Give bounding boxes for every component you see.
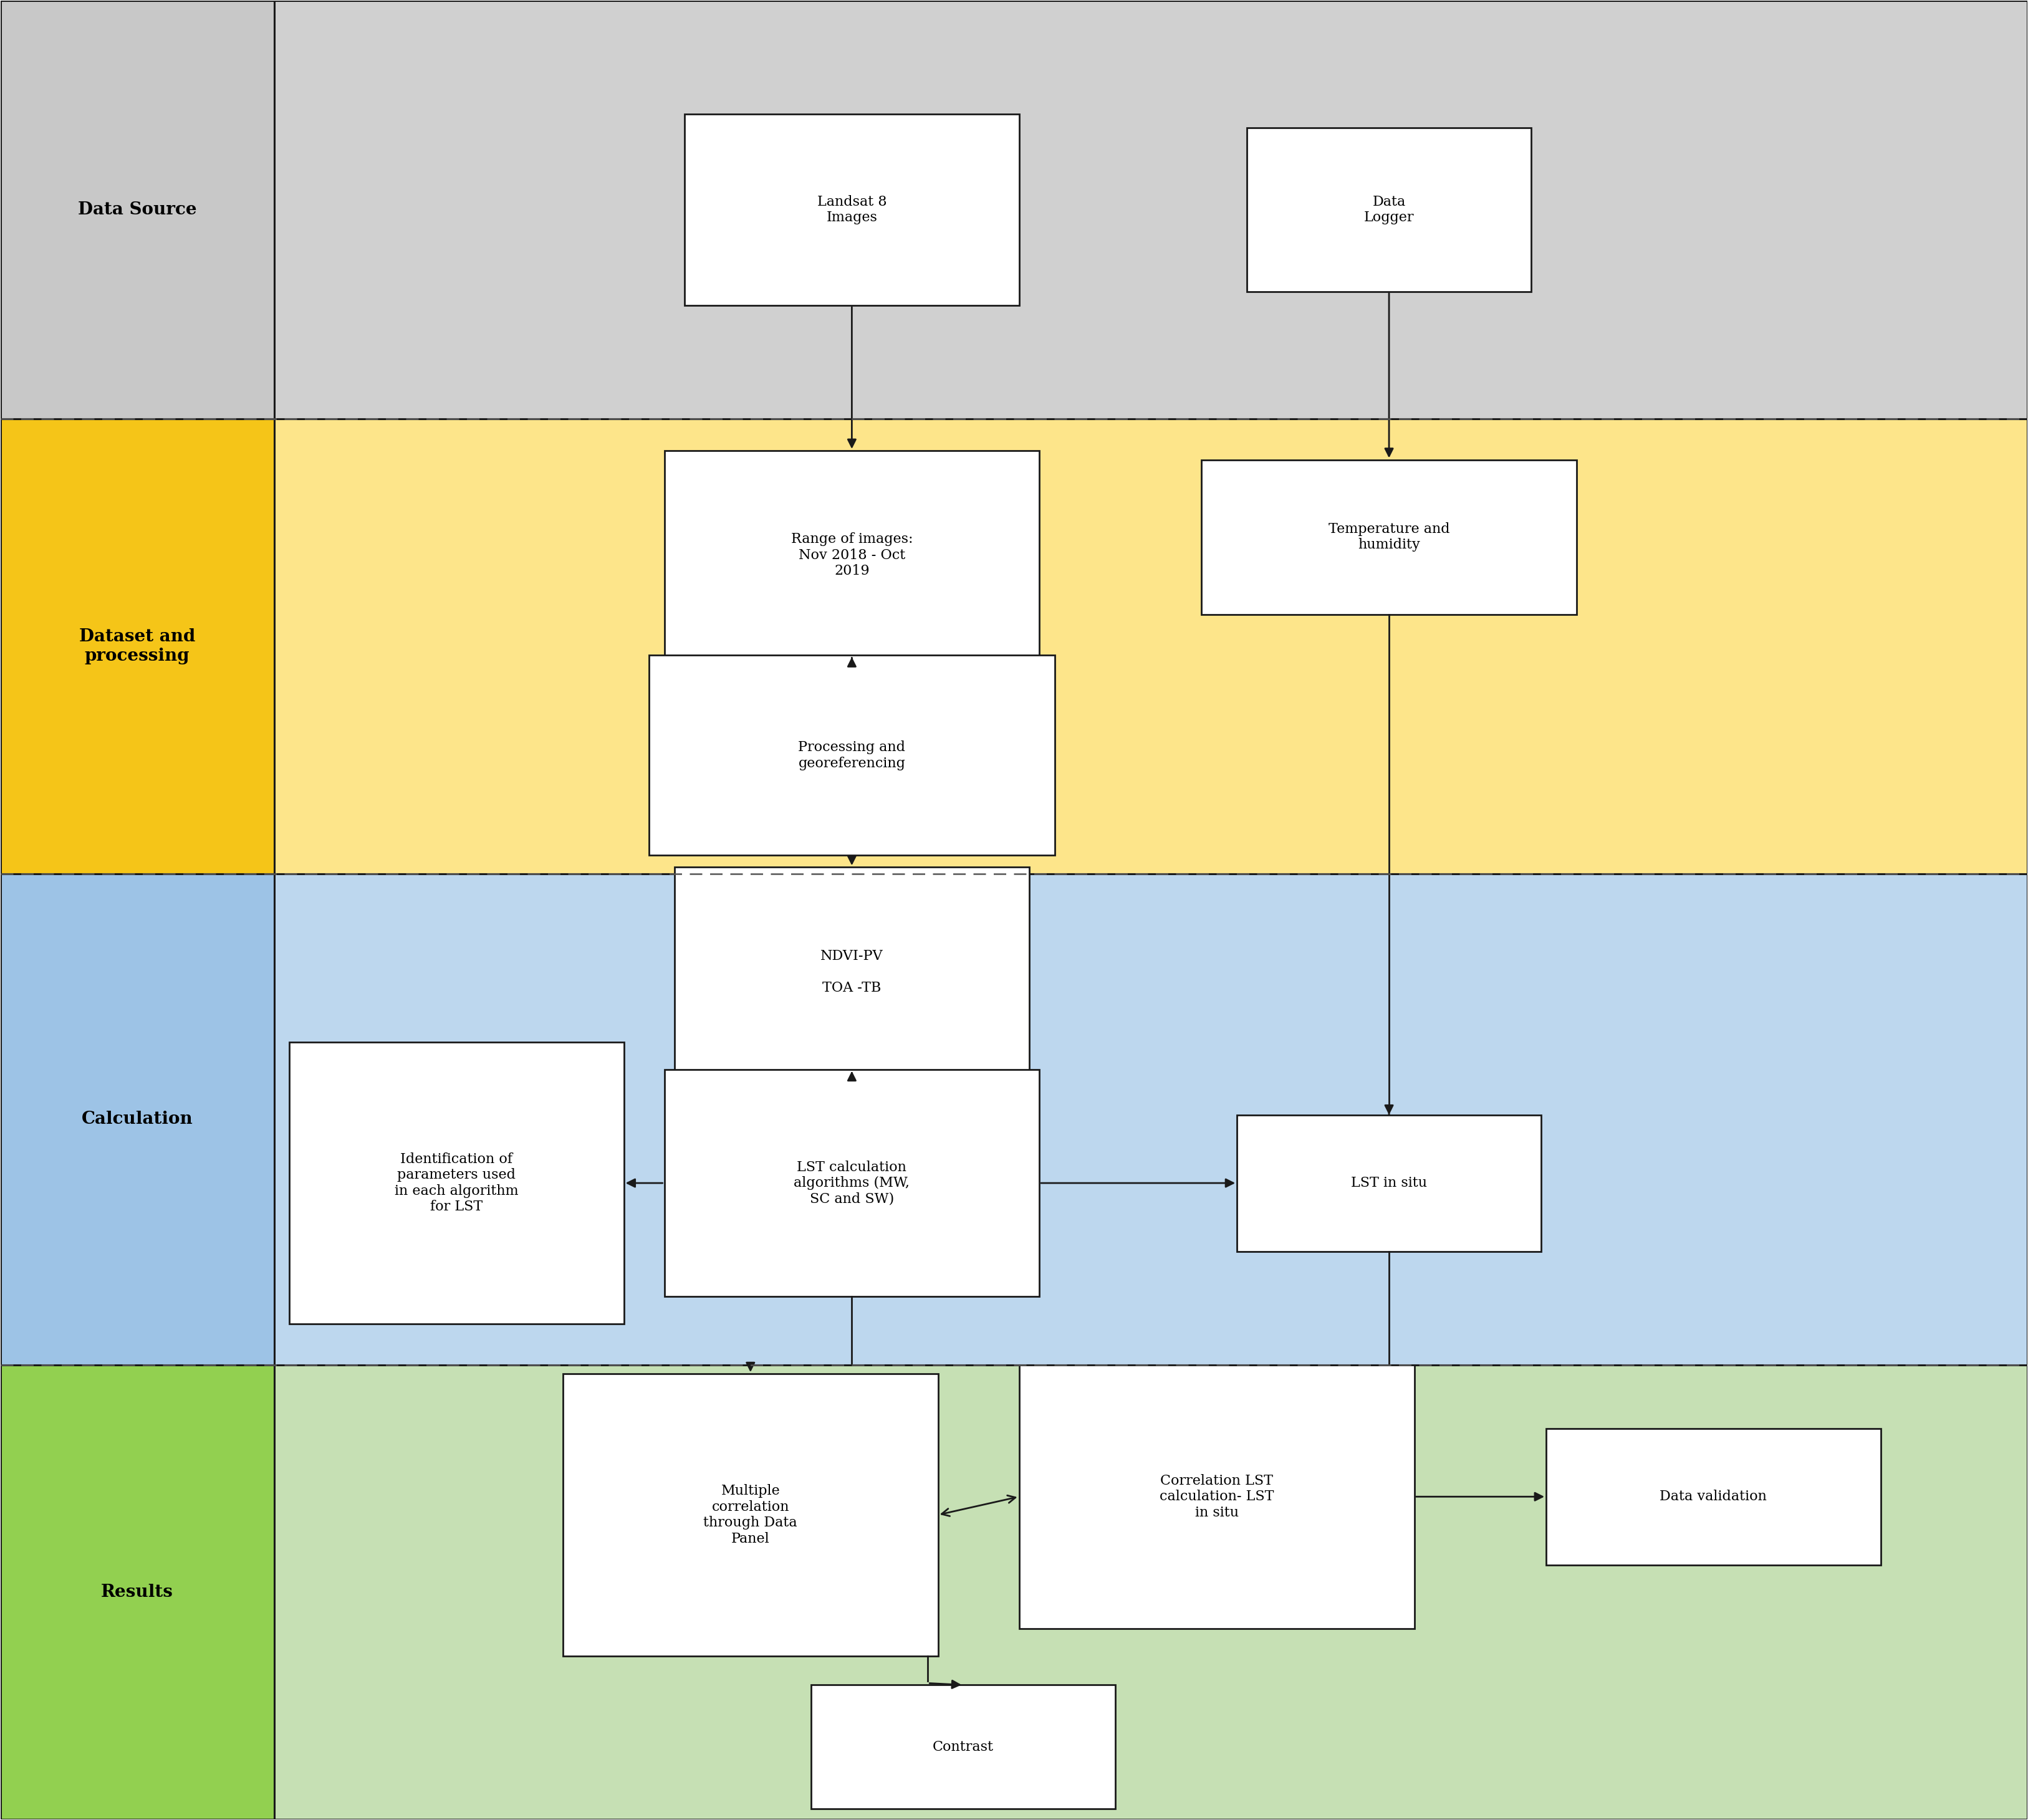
FancyBboxPatch shape: [564, 1374, 939, 1656]
FancyBboxPatch shape: [665, 451, 1038, 661]
FancyBboxPatch shape: [811, 1685, 1115, 1809]
FancyBboxPatch shape: [685, 115, 1018, 306]
Text: Data
Logger: Data Logger: [1365, 195, 1414, 224]
FancyBboxPatch shape: [675, 868, 1028, 1076]
FancyBboxPatch shape: [649, 655, 1055, 855]
FancyBboxPatch shape: [0, 1365, 274, 1820]
FancyBboxPatch shape: [1247, 127, 1531, 291]
FancyBboxPatch shape: [665, 1070, 1038, 1296]
FancyBboxPatch shape: [290, 1043, 625, 1323]
FancyBboxPatch shape: [274, 874, 2028, 1365]
FancyBboxPatch shape: [274, 1365, 2028, 1820]
Text: Processing and
georeferencing: Processing and georeferencing: [799, 741, 904, 770]
Text: Range of images:
Nov 2018 - Oct
2019: Range of images: Nov 2018 - Oct 2019: [791, 533, 913, 579]
FancyBboxPatch shape: [0, 0, 274, 419]
FancyBboxPatch shape: [0, 419, 274, 874]
FancyBboxPatch shape: [274, 0, 2028, 419]
FancyBboxPatch shape: [1237, 1116, 1541, 1252]
FancyBboxPatch shape: [1201, 460, 1576, 615]
FancyBboxPatch shape: [1545, 1429, 1880, 1565]
Text: Calculation: Calculation: [81, 1110, 193, 1128]
Text: Data Source: Data Source: [77, 202, 197, 218]
Text: Data validation: Data validation: [1659, 1491, 1766, 1503]
Text: Identification of
parameters used
in each algorithm
for LST: Identification of parameters used in eac…: [395, 1152, 519, 1214]
Text: Correlation LST
calculation- LST
in situ: Correlation LST calculation- LST in situ: [1160, 1474, 1274, 1520]
Text: Contrast: Contrast: [933, 1740, 994, 1754]
Text: LST calculation
algorithms (MW,
SC and SW): LST calculation algorithms (MW, SC and S…: [793, 1161, 911, 1207]
FancyBboxPatch shape: [0, 874, 274, 1365]
Text: NDVI-PV

TOA -TB: NDVI-PV TOA -TB: [821, 950, 884, 994]
FancyBboxPatch shape: [274, 419, 2028, 874]
Text: LST in situ: LST in situ: [1351, 1176, 1428, 1190]
FancyBboxPatch shape: [1018, 1365, 1414, 1629]
Text: Results: Results: [101, 1583, 172, 1600]
Text: Dataset and
processing: Dataset and processing: [79, 628, 195, 664]
Text: Multiple
correlation
through Data
Panel: Multiple correlation through Data Panel: [704, 1485, 797, 1545]
Text: Temperature and
humidity: Temperature and humidity: [1328, 522, 1450, 551]
Text: Landsat 8
Images: Landsat 8 Images: [817, 195, 886, 224]
